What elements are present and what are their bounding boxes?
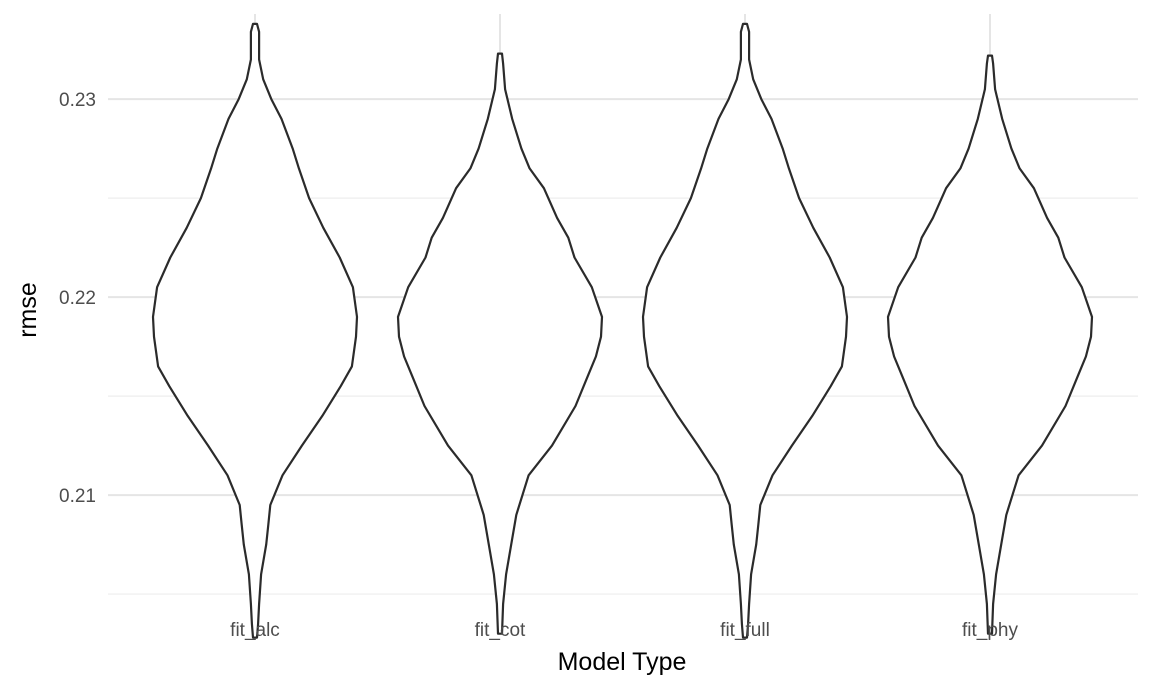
x-tick-label: fit_full: [720, 620, 770, 641]
violin-series: [151, 22, 1094, 639]
violin-fit-full: [641, 22, 849, 639]
y-tick-label: 0.23: [59, 90, 96, 111]
y-axis-title: rmse: [14, 282, 42, 338]
x-tick-label: fit_phy: [962, 620, 1018, 641]
y-tick-labels: 0.21 0.22 0.23: [59, 90, 96, 507]
x-tick-label: fit_alc: [230, 620, 280, 641]
x-tick-label: fit_cot: [475, 620, 526, 641]
y-tick-label: 0.22: [59, 288, 96, 309]
violin-fit-alc: [151, 22, 359, 639]
violin-fit-cot: [396, 52, 604, 635]
violin-fit-phy: [886, 54, 1094, 635]
y-tick-label: 0.21: [59, 486, 96, 507]
x-axis-title: Model Type: [558, 648, 687, 676]
x-tick-labels: fit_alc fit_cot fit_full fit_phy: [230, 620, 1018, 641]
